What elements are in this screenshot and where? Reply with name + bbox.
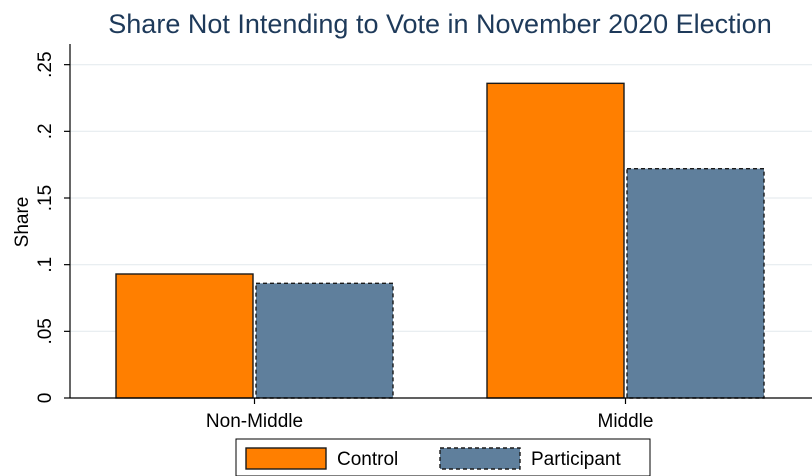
legend-swatch-participant [439,447,521,470]
y-tick-label: .2 [35,123,56,139]
x-category-label: Non-Middle [206,411,303,432]
y-ticks: 0 .05 .1 .15 .2 .25 [35,51,70,403]
y-tick-label: .15 [35,185,56,211]
bar-participant-non-middle [255,282,394,399]
bar-participant-middle [626,167,765,399]
legend-label-participant: Participant [531,449,621,470]
y-tick-label: .05 [35,318,56,344]
bar-control-middle [486,82,625,399]
bars [115,82,765,399]
y-tick-label: .25 [35,51,56,77]
legend-label-control: Control [337,449,398,470]
x-category-label: Middle [598,411,654,432]
y-axis-label: Share [12,197,33,248]
legend-swatch-control [245,447,327,470]
bar-control-non-middle [115,273,254,399]
y-tick-label: 0 [35,393,56,404]
chart-title: Share Not Intending to Vote in November … [108,9,771,39]
x-categories: Non-Middle Middle [206,398,654,432]
y-tick-label: .1 [35,257,56,273]
legend: Control Participant [235,438,651,476]
